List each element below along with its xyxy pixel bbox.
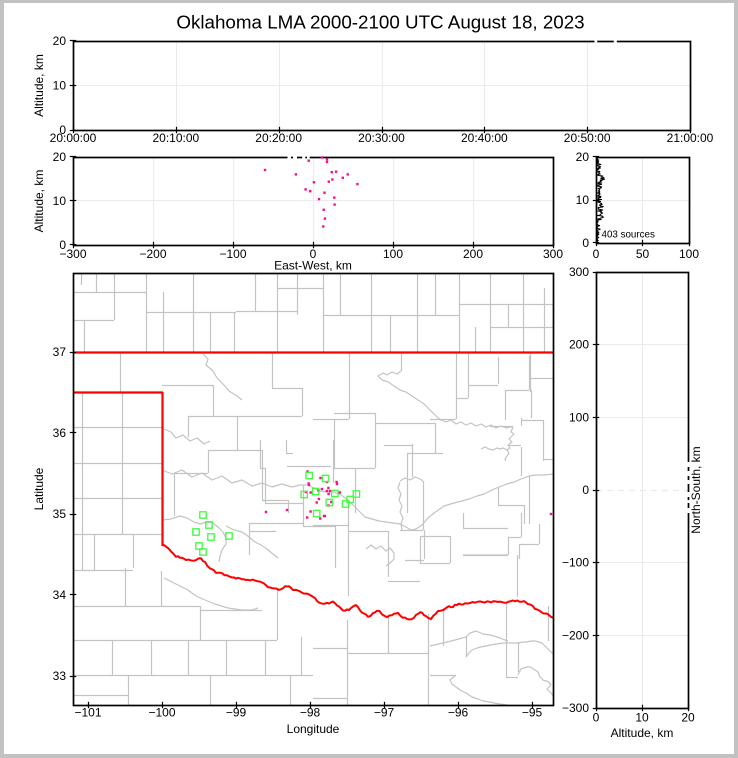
svg-text:0: 0 <box>582 236 589 250</box>
svg-text:−200: −200 <box>562 628 589 642</box>
svg-text:10: 10 <box>53 194 67 208</box>
svg-text:East-West, km: East-West, km <box>274 259 352 273</box>
svg-text:Latitude: Latitude <box>32 467 46 510</box>
svg-text:0: 0 <box>59 123 66 137</box>
svg-text:0: 0 <box>582 483 589 497</box>
svg-text:Altitude, km: Altitude, km <box>32 54 46 117</box>
svg-text:North-South, km: North-South, km <box>689 446 703 533</box>
svg-text:Altitude, km: Altitude, km <box>32 170 46 233</box>
svg-text:0: 0 <box>593 247 600 261</box>
svg-text:−300: −300 <box>562 701 589 715</box>
svg-text:−101: −101 <box>74 705 101 719</box>
svg-text:100: 100 <box>569 410 589 424</box>
svg-text:403 sources: 403 sources <box>602 230 655 241</box>
svg-text:−300: −300 <box>59 247 86 261</box>
svg-text:10: 10 <box>576 193 590 207</box>
svg-text:300: 300 <box>543 247 563 261</box>
svg-text:100: 100 <box>679 247 699 261</box>
svg-text:20: 20 <box>53 150 67 164</box>
svg-text:10: 10 <box>635 711 649 725</box>
svg-text:0: 0 <box>593 711 600 725</box>
svg-text:−97: −97 <box>374 705 395 719</box>
svg-text:−100: −100 <box>148 705 175 719</box>
svg-text:21:00:00: 21:00:00 <box>667 131 714 145</box>
svg-text:20:10:00: 20:10:00 <box>152 131 199 145</box>
svg-text:34: 34 <box>53 588 67 602</box>
svg-text:20:50:00: 20:50:00 <box>564 131 611 145</box>
svg-text:33: 33 <box>53 669 67 683</box>
svg-text:−96: −96 <box>448 705 469 719</box>
svg-text:200: 200 <box>463 247 483 261</box>
svg-text:20:20:00: 20:20:00 <box>255 131 302 145</box>
svg-text:35: 35 <box>53 507 67 521</box>
svg-text:0: 0 <box>310 247 317 261</box>
svg-text:−100: −100 <box>219 247 246 261</box>
svg-text:−100: −100 <box>562 556 589 570</box>
svg-text:300: 300 <box>569 265 589 279</box>
svg-text:Altitude, km: Altitude, km <box>611 726 674 740</box>
svg-text:50: 50 <box>636 247 650 261</box>
svg-text:Longitude: Longitude <box>287 722 340 736</box>
svg-text:200: 200 <box>569 338 589 352</box>
svg-text:20:30:00: 20:30:00 <box>358 131 405 145</box>
svg-text:0: 0 <box>59 238 66 252</box>
svg-text:20: 20 <box>53 34 67 48</box>
svg-text:100: 100 <box>383 247 403 261</box>
svg-text:−200: −200 <box>139 247 166 261</box>
svg-text:−98: −98 <box>300 705 321 719</box>
svg-text:Oklahoma LMA 2000-2100 UTC Aug: Oklahoma LMA 2000-2100 UTC August 18, 20… <box>176 12 584 33</box>
svg-text:36: 36 <box>53 426 67 440</box>
svg-text:20:40:00: 20:40:00 <box>461 131 508 145</box>
svg-text:20: 20 <box>576 150 590 164</box>
svg-text:37: 37 <box>53 345 67 359</box>
svg-text:−95: −95 <box>522 705 543 719</box>
svg-text:20:00:00: 20:00:00 <box>50 131 97 145</box>
svg-text:−99: −99 <box>226 705 247 719</box>
svg-text:20: 20 <box>681 711 695 725</box>
svg-text:10: 10 <box>53 79 67 93</box>
